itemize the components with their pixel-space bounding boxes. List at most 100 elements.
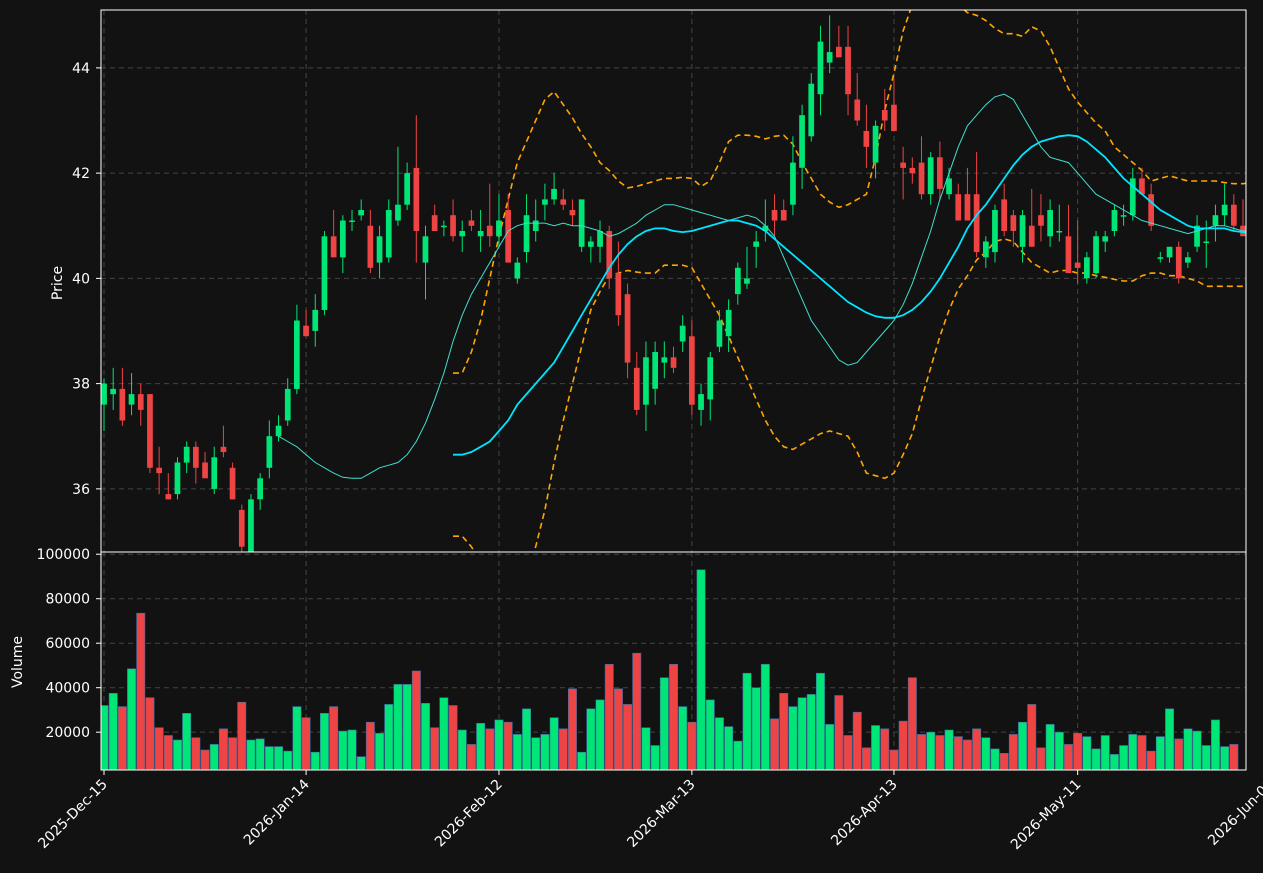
candle-down (845, 46, 851, 95)
volume-bar-up (108, 692, 118, 770)
volume-bar-down (962, 739, 972, 770)
candle-down (881, 110, 888, 121)
volume-bar-down (163, 735, 173, 770)
volume-panel: 20000 40000 60000 80000 100000 Volume (10, 547, 1247, 771)
volume-bar-up (347, 729, 357, 770)
volume-bar-up (375, 732, 384, 770)
candle-down (569, 210, 576, 216)
volume-bar-down (329, 706, 339, 770)
volume-bar-up (1082, 736, 1092, 770)
volume-bar-down (861, 747, 871, 770)
candle-up (1120, 215, 1127, 217)
volume-bar-up (476, 722, 486, 770)
volume-bar-down (1036, 747, 1046, 770)
volume-bar-down (1174, 738, 1184, 770)
moving-average-fast-line (278, 93, 1246, 479)
bollinger-lower-line (453, 238, 1246, 552)
volume-bar-up (742, 672, 752, 770)
candle-up (808, 83, 815, 137)
candle-up (110, 388, 116, 395)
candle-up (679, 325, 686, 342)
candle-down (330, 236, 337, 258)
volume-bar-up (512, 734, 522, 770)
candle-down (229, 467, 236, 500)
candle-up (588, 241, 594, 247)
volume-bar-up (255, 738, 265, 770)
volume-bar-down (834, 695, 844, 770)
volume-bar-down (200, 749, 210, 770)
candle-up (799, 115, 805, 168)
candle-up (744, 278, 750, 284)
volume-bar-up (402, 684, 412, 770)
volume-bar-up (127, 668, 137, 770)
volume-bar-up (981, 737, 991, 770)
volume-bar-down (191, 737, 201, 770)
candle-down (165, 494, 172, 500)
candle-up (496, 220, 502, 237)
candle-up (266, 436, 273, 468)
candle-down (147, 394, 153, 468)
volume-tick-label: 80000 (45, 592, 90, 608)
candle-up (643, 357, 649, 405)
candle-down (137, 394, 144, 410)
volume-bar-up (101, 705, 109, 770)
volume-bar-up (797, 697, 807, 770)
candle-down (486, 225, 493, 237)
volume-tick-label: 20000 (45, 725, 90, 741)
candle-up (532, 220, 539, 231)
volume-bar-down (145, 697, 155, 770)
volume-bar-up (1018, 721, 1028, 770)
volume-bar-up (760, 663, 770, 770)
volume-bar-down (779, 692, 789, 770)
candle-up (1157, 257, 1164, 259)
volume-bar-up (595, 699, 605, 770)
volume-bar-down (623, 704, 633, 770)
volume-bar-up (274, 746, 283, 770)
candle-up (1047, 210, 1053, 237)
candle-down (624, 294, 631, 363)
volume-bar-down (485, 728, 495, 770)
price-grid (101, 10, 1246, 552)
candle-down (918, 162, 925, 195)
price-panel: 36 38 40 42 44 Price (50, 9, 1247, 553)
candle-down (367, 225, 374, 268)
candle-down (1139, 178, 1145, 195)
volume-bar-up (292, 706, 302, 770)
volume-bar-down (1027, 704, 1037, 770)
candle-up (1203, 241, 1210, 243)
candle-down (606, 231, 613, 279)
candle-down (119, 388, 126, 421)
candle-up (578, 199, 585, 247)
volume-bar-down (972, 728, 982, 770)
candle-up (275, 425, 282, 437)
price-y-axis: 36 38 40 42 44 (72, 61, 101, 498)
volume-bar-up (356, 756, 366, 770)
volume-bar-up (1211, 719, 1220, 770)
volume-bar-up (531, 737, 541, 770)
volume-y-axis: 20000 40000 60000 80000 100000 (37, 547, 101, 741)
candle-up (477, 231, 484, 237)
candle-up (1102, 236, 1109, 242)
candle-up (1221, 204, 1228, 216)
candle-up (321, 236, 328, 310)
candle-down (1074, 262, 1081, 268)
candle-down (1175, 246, 1182, 279)
volume-bar-up (696, 569, 706, 770)
candle-down (937, 157, 943, 189)
candle-down (505, 210, 511, 263)
candle-up (992, 210, 998, 253)
volume-bar-down (466, 744, 476, 770)
candle-down (670, 357, 677, 368)
candle-up (349, 220, 355, 222)
volume-bar-up (733, 740, 743, 770)
candle-up (725, 309, 732, 337)
volume-bar-up (714, 717, 724, 770)
moving-averages (278, 93, 1246, 479)
candle-up (927, 157, 934, 195)
volume-bar-down (136, 612, 146, 770)
volume-bar-down (448, 705, 458, 770)
candle-down (1231, 204, 1237, 226)
volume-bar-up (1119, 745, 1129, 770)
candle-up (597, 231, 603, 247)
candle-up (872, 125, 879, 163)
